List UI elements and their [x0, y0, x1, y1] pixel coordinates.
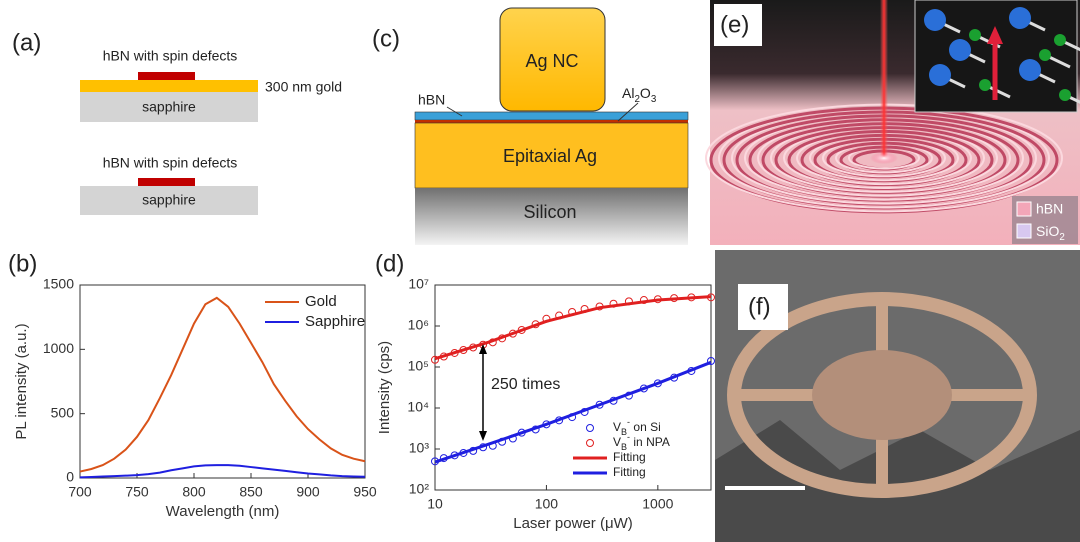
- sapphire-layer: [80, 92, 258, 122]
- atom: [1059, 89, 1071, 101]
- y-axis-label: PL intensity (a.u.): [13, 323, 30, 439]
- panel-label: (f): [748, 293, 771, 320]
- x-tick-label: 750: [125, 484, 149, 500]
- point: [707, 357, 715, 366]
- legend-swatch: [1016, 201, 1032, 217]
- layer-label: hBN with spin defects: [103, 155, 238, 171]
- x-tick-label: 100: [535, 496, 559, 512]
- y-tick-label: 10⁴: [407, 399, 429, 415]
- y-tick-label: 1500: [43, 276, 74, 292]
- panel-label: (a): [12, 29, 41, 56]
- annotation: 250 times: [491, 376, 560, 393]
- y-tick-label: 1000: [43, 340, 74, 356]
- series-line: [434, 295, 712, 361]
- legend-label: VB- in NPA: [613, 432, 670, 452]
- atom: [1039, 49, 1051, 61]
- layer-label: 300 nm gold: [265, 79, 342, 95]
- layer-label: sapphire: [142, 192, 196, 208]
- label-box: [714, 4, 762, 46]
- legend-label: Fitting: [613, 465, 646, 479]
- atom: [949, 39, 971, 61]
- x-tick-label: 10: [427, 496, 443, 512]
- legend-label: VB- on Si: [613, 417, 661, 437]
- layer-label: Ag NC: [525, 51, 578, 71]
- legend-swatch: [1016, 223, 1032, 239]
- silver-film: [414, 122, 689, 189]
- panel-c: (c) Ag NC Epitaxial Ag Silicon hBN Al2O3: [372, 7, 689, 245]
- legend-marker: [586, 439, 594, 447]
- y-tick-label: 10⁶: [408, 317, 429, 333]
- atom: [1054, 34, 1066, 46]
- atom: [1019, 59, 1041, 81]
- al2o3-layer: [415, 120, 688, 123]
- layer-label: hBN with spin defects: [103, 48, 238, 64]
- x-axis-label: Laser power (μW): [513, 515, 633, 532]
- x-tick-label: 700: [68, 484, 92, 500]
- panel-label: (e): [720, 11, 749, 38]
- legend-label: hBN: [1036, 201, 1063, 217]
- atom: [979, 79, 991, 91]
- legend-marker: [586, 424, 594, 432]
- y-tick-label: 0: [66, 469, 74, 485]
- nanocube: [499, 7, 606, 112]
- leader: [617, 102, 639, 122]
- gold-layer: [80, 80, 258, 92]
- silicon: [415, 188, 688, 245]
- hbn-flake: [138, 178, 195, 186]
- legend-label: Sapphire: [305, 313, 365, 330]
- layer-label: sapphire: [142, 99, 196, 115]
- hbn-flake: [138, 72, 195, 80]
- atom: [969, 29, 981, 41]
- legend-label: SiO2: [1036, 223, 1065, 243]
- x-tick-label: 950: [353, 484, 377, 500]
- panel-e: (e) hBN SiO2: [705, 0, 1080, 245]
- y-tick-label: 10⁵: [408, 358, 429, 374]
- sem-base: [715, 420, 1080, 542]
- panel-label: (c): [372, 25, 400, 52]
- series-line: [79, 296, 366, 473]
- y-tick-label: 10⁷: [408, 276, 429, 292]
- laser-spot: [870, 152, 898, 164]
- layer-label: Epitaxial Ag: [503, 146, 597, 166]
- x-tick-label: 900: [296, 484, 320, 500]
- spin-arrow-head: [987, 26, 1003, 44]
- plot-frame: [434, 284, 712, 491]
- y-axis-label: Intensity (cps): [376, 341, 393, 434]
- label-box: [738, 284, 788, 330]
- legend-label: Fitting: [613, 450, 646, 464]
- x-tick-label: 850: [239, 484, 263, 500]
- layer-label: hBN: [418, 92, 445, 108]
- disk: [812, 350, 952, 440]
- plot-frame: [79, 284, 366, 479]
- series-line: [434, 360, 712, 464]
- x-tick-label: 800: [182, 484, 206, 500]
- panel-a: (a) hBN with spin defects sapphire 300 n…: [12, 29, 342, 215]
- x-axis-label: Wavelength (nm): [166, 503, 280, 520]
- layer-label: Silicon: [523, 202, 576, 222]
- layer-label: Al2O3: [622, 85, 657, 105]
- x-tick-label: 1000: [642, 496, 673, 512]
- y-tick-label: 500: [51, 404, 75, 420]
- leader: [446, 106, 463, 117]
- atom: [924, 9, 946, 31]
- legend-label: Gold: [305, 293, 337, 310]
- laser-beam: [880, 0, 888, 158]
- series-line: [79, 464, 366, 479]
- arrow-head: [479, 344, 487, 354]
- arrow-head: [479, 431, 487, 441]
- hbn-layer: [414, 111, 689, 121]
- y-tick-label: 10²: [409, 481, 430, 497]
- atom: [1009, 7, 1031, 29]
- ring: [727, 292, 1037, 498]
- y-tick-label: 10³: [409, 440, 430, 456]
- lattice: [924, 7, 1080, 104]
- atom: [929, 64, 951, 86]
- panel-label: (b): [8, 250, 37, 277]
- sapphire-layer: [80, 186, 258, 215]
- panel-f: (f): [715, 250, 1080, 542]
- point: [431, 355, 439, 364]
- panel-label: (d): [375, 250, 404, 277]
